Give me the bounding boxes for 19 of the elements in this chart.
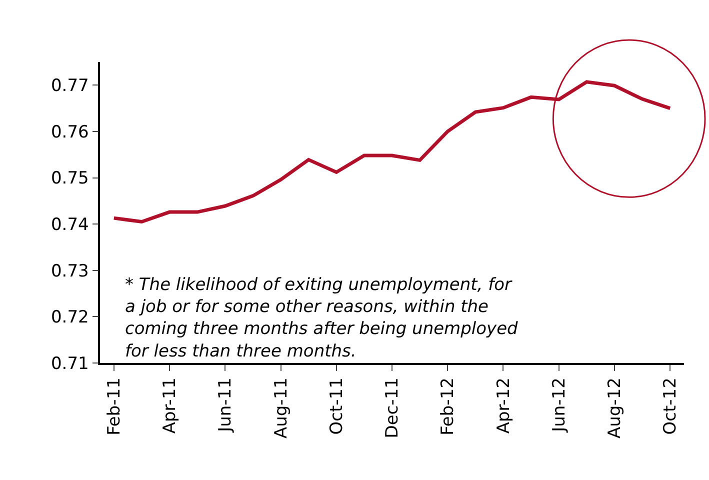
x-tick-label: Feb-11 [104, 378, 124, 436]
y-tick-label: 0.71 [50, 354, 89, 374]
x-tick-label: Jun-12 [549, 378, 570, 433]
y-tick-label: 0.77 [50, 76, 89, 96]
x-tick-label: Feb-12 [438, 378, 458, 436]
x-tick-label: Apr-11 [160, 378, 180, 434]
x-tick-label: Oct-12 [660, 378, 681, 435]
y-tick-label: 0.76 [50, 122, 89, 142]
y-tick-label: 0.75 [50, 168, 89, 189]
y-tick-label: 0.73 [50, 261, 89, 282]
x-tick-label: Jun-11 [216, 378, 236, 433]
x-tick-label: Oct-11 [326, 378, 347, 435]
annotation: * The likelihood of exiting unemployment, for a job or for some other reasons, within the coming three months after being unemployed for less than three months. [125, 275, 518, 362]
y-tick-label: 0.74 [50, 215, 89, 236]
x-tick-label: Aug-11 [271, 378, 292, 439]
x-tick-label: Dec-11 [382, 378, 403, 438]
x-tick-label: Aug-12 [605, 378, 626, 439]
y-tick-label: 0.72 [50, 308, 89, 328]
x-tick-label: Apr-12 [494, 378, 514, 434]
